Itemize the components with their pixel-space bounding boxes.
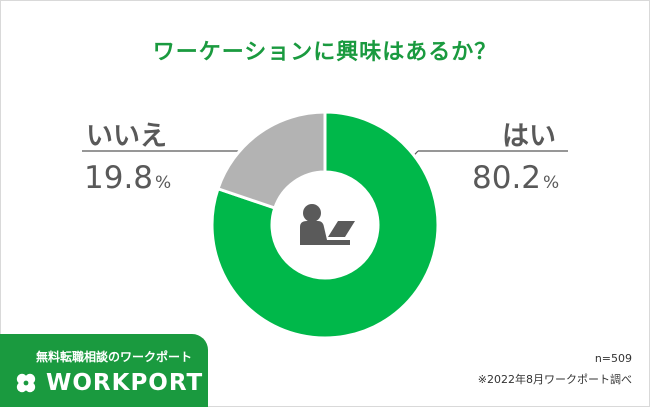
brand-box: 無料転職相談のワークポート WORKPORT — [0, 334, 208, 407]
source-note: ※2022年8月ワークポート調べ — [477, 373, 632, 386]
no-slice-value: 19.8% — [84, 160, 171, 196]
yes-value-percent: % — [543, 173, 560, 193]
chart-title: ワーケーションに興味はあるか？ — [152, 40, 498, 65]
person-at-laptop-icon — [300, 204, 355, 245]
yes-slice — [210, 110, 440, 340]
brand-name: WORKPORT — [46, 370, 204, 396]
no-value-number: 19.8 — [84, 160, 154, 196]
no-value-percent: % — [155, 173, 172, 193]
yes-slice-value: 80.2% — [472, 160, 559, 196]
no-slice-label: いいえ — [86, 121, 167, 152]
no-slice — [216, 110, 327, 210]
clover-icon — [16, 373, 36, 393]
yes-value-number: 80.2 — [472, 160, 542, 196]
brand-logo: WORKPORT — [14, 370, 203, 396]
brand-tagline: 無料転職相談のワークポート — [36, 350, 193, 364]
yes-slice-label: はい — [502, 121, 556, 152]
sample-size-note: n=509 — [594, 352, 632, 365]
